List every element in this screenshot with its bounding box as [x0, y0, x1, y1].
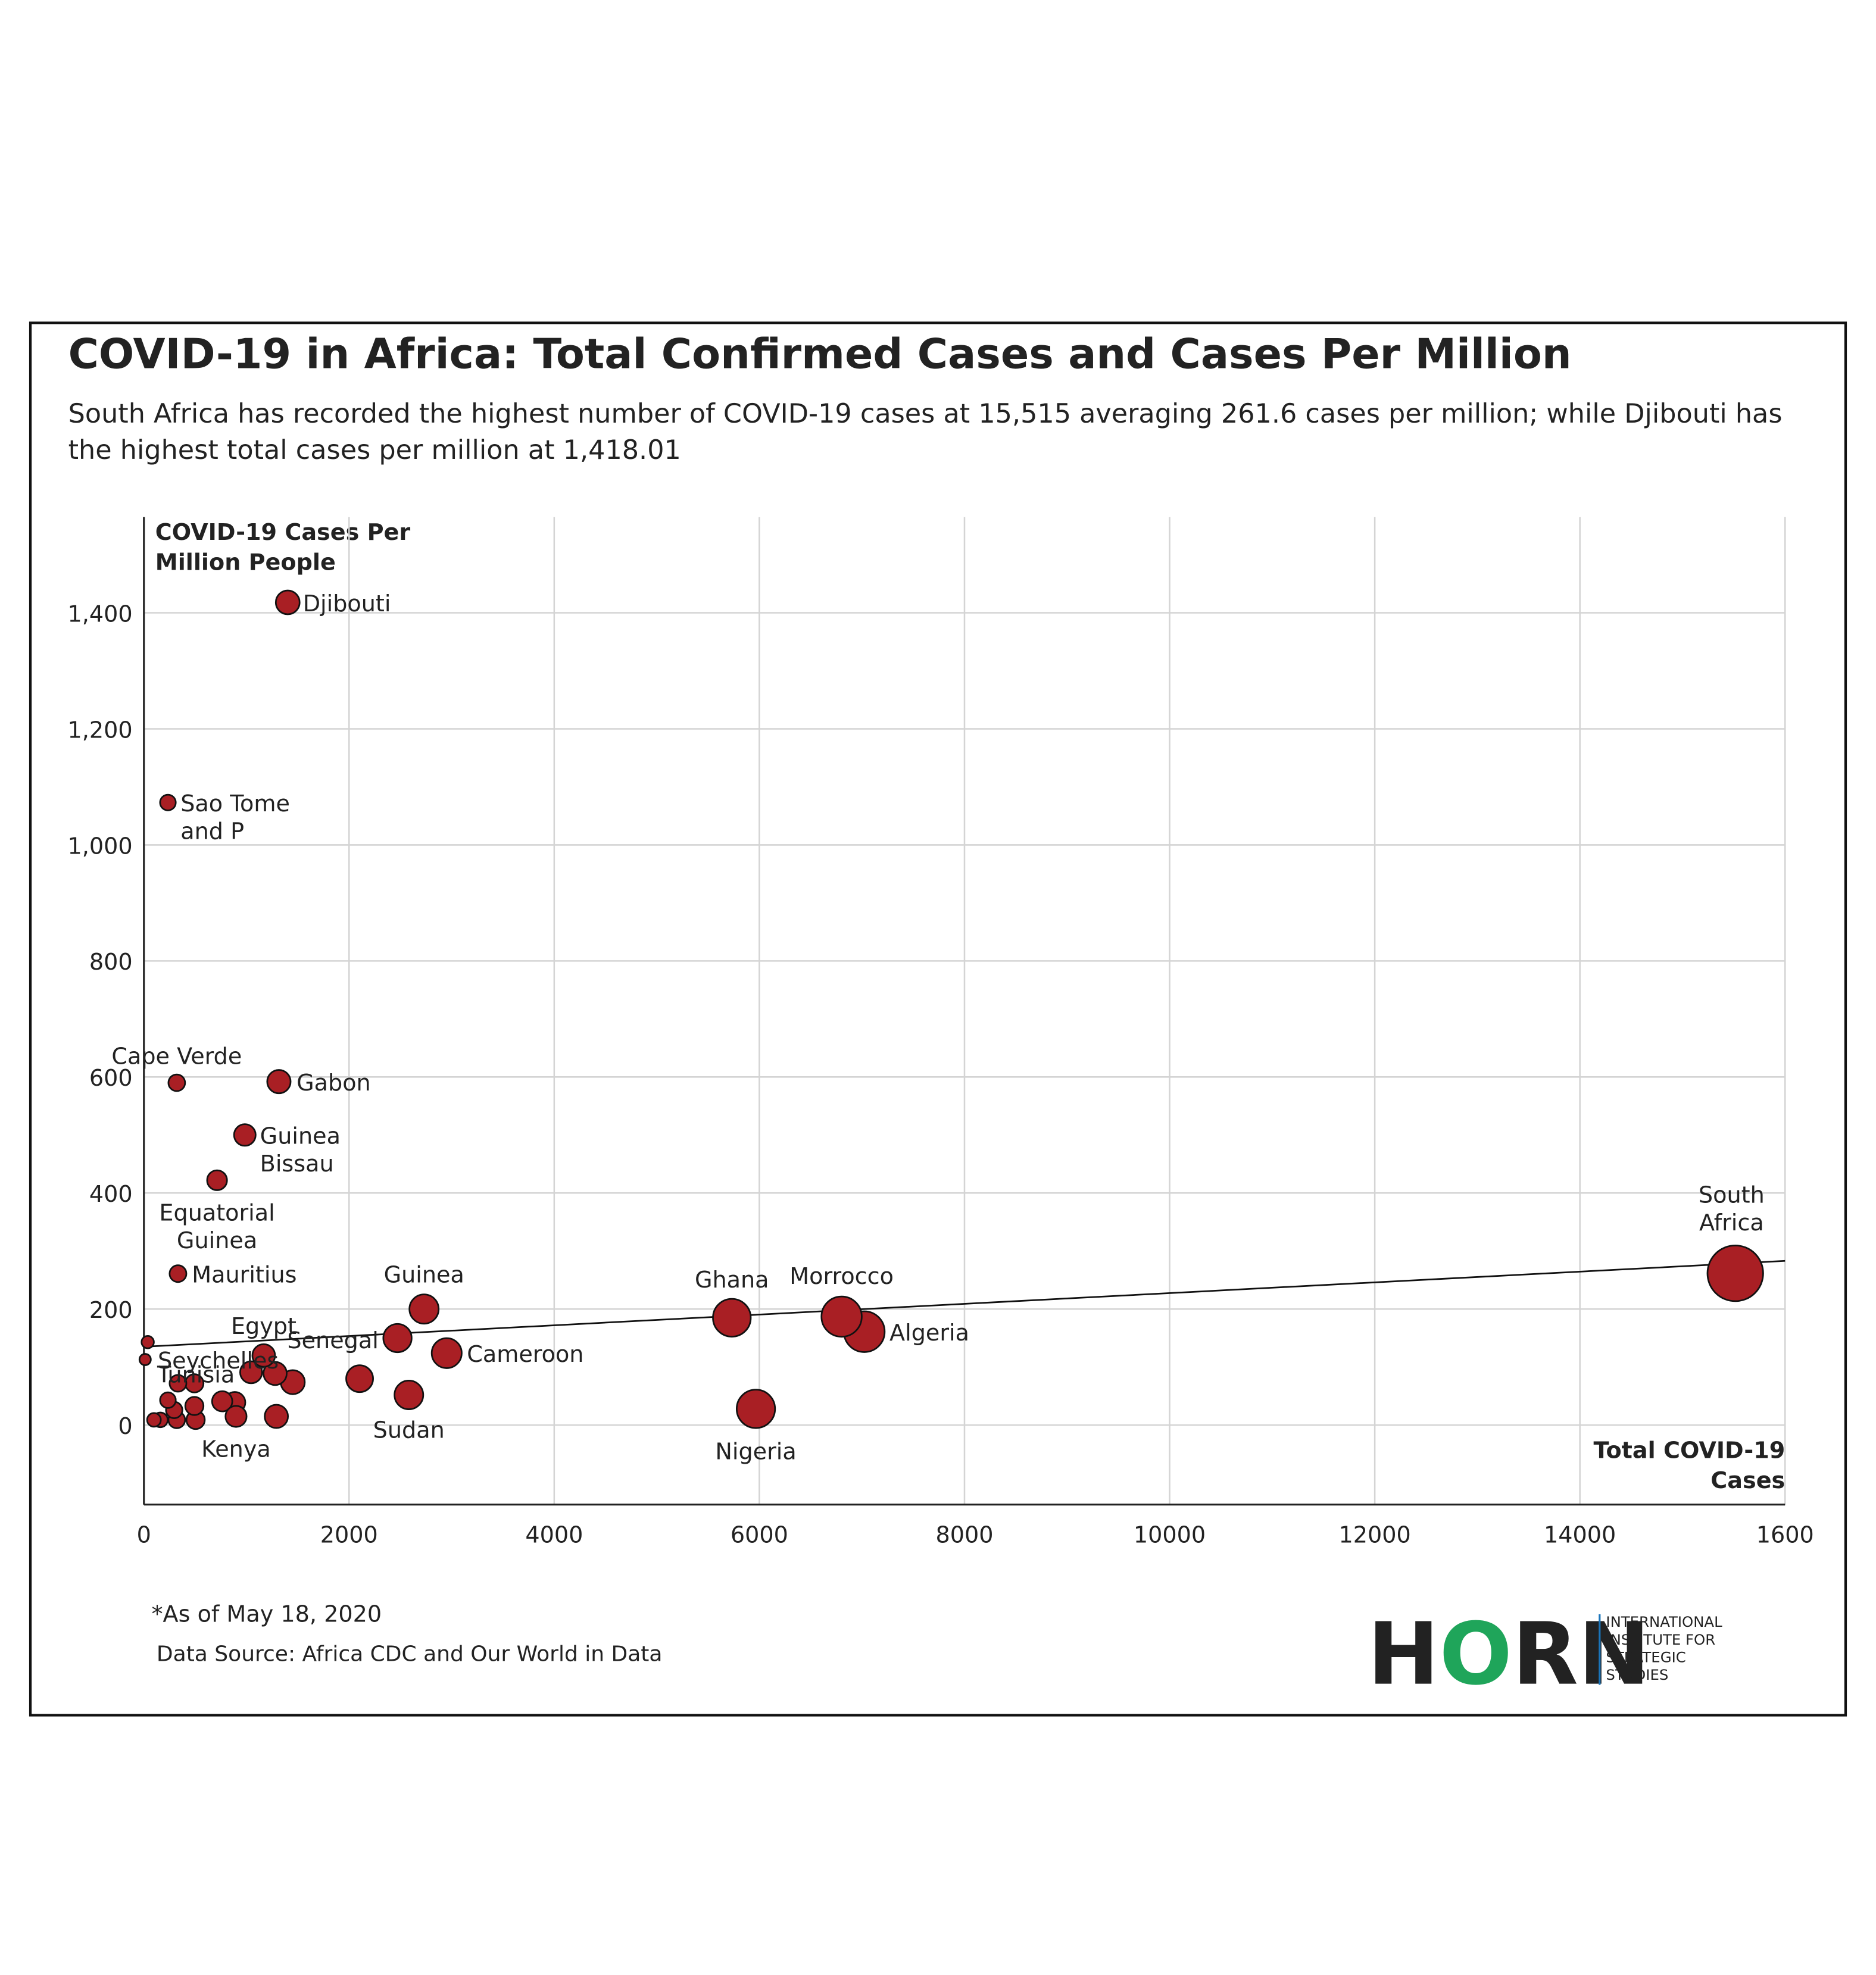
x-tick-label: 4000: [525, 1521, 583, 1548]
chart-title: COVID-19 in Africa: Total Confirmed Case…: [68, 330, 1572, 379]
y-tick-label: 800: [89, 949, 133, 975]
point-label: Sao Tome and P: [180, 790, 290, 845]
logo: HORN: [1368, 1604, 1650, 1704]
bubble: [141, 1335, 155, 1349]
point-label: Nigeria: [715, 1439, 796, 1465]
point-label: Algeria: [889, 1320, 969, 1346]
y-tick-label: 600: [89, 1065, 133, 1091]
bubble: [211, 1390, 233, 1412]
y-axis-title: COVID-19 Cases Per Million People: [155, 519, 411, 576]
point-label: Cape Verde: [111, 1043, 242, 1069]
bubble: [264, 1404, 289, 1429]
y-tick-label: 200: [89, 1297, 133, 1323]
bubble: [266, 1069, 292, 1095]
bubble: [712, 1298, 752, 1338]
bubble: [206, 1169, 228, 1191]
point-label: Kenya: [201, 1436, 271, 1462]
point-label: Senegal: [287, 1327, 378, 1354]
bubble: [1706, 1245, 1764, 1302]
x-tick-label: 0: [137, 1521, 151, 1548]
x-tick-label: 6000: [731, 1521, 788, 1548]
point-label: Seychelles: [158, 1348, 279, 1374]
source: Data Source: Africa CDC and Our World in…: [157, 1642, 663, 1666]
bubble: [159, 1391, 177, 1409]
bubble: [239, 1360, 263, 1385]
x-axis-title: Total COVID-19 Cases: [1594, 1437, 1786, 1493]
frame: [29, 321, 1847, 1717]
bubble: [159, 793, 177, 811]
logo-text: STRATEGIC: [1606, 1649, 1685, 1666]
point-label: Djibouti: [303, 590, 391, 617]
bubble: [184, 1396, 205, 1416]
x-tick-label: 1600: [1756, 1521, 1814, 1548]
x-tick-label: 2000: [320, 1521, 378, 1548]
logo-text: INSTITUTE FOR: [1606, 1631, 1715, 1648]
y-tick-label: 0: [118, 1413, 132, 1439]
bubble: [138, 1353, 152, 1366]
logo-text: INTERNATIONAL: [1606, 1613, 1722, 1630]
point-label: Morrocco: [789, 1263, 894, 1289]
bubble: [168, 1264, 188, 1283]
point-label: Tunisia: [157, 1361, 235, 1388]
logo-text: STUDIES: [1606, 1666, 1668, 1683]
point-label: Gabon: [296, 1070, 371, 1096]
x-tick-label: 8000: [935, 1521, 993, 1548]
point-label: Egypt: [231, 1313, 296, 1339]
bubble: [146, 1412, 162, 1428]
point-label: Mauritius: [192, 1262, 296, 1288]
footnote: *As of May 18, 2020: [151, 1601, 382, 1627]
point-label: Guinea Bissau: [260, 1123, 341, 1177]
y-tick-label: 400: [89, 1181, 133, 1207]
point-label: South Africa: [1699, 1182, 1765, 1236]
bubble: [168, 1374, 188, 1393]
point-label: Sudan: [373, 1417, 445, 1443]
y-tick-label: 1,000: [68, 833, 133, 859]
subtitle-box: South Africa has recorded the highest nu…: [68, 398, 1783, 465]
bubble: [274, 589, 301, 615]
bubble: [167, 1073, 186, 1092]
bubble: [233, 1123, 257, 1147]
point-label: Ghana: [695, 1267, 769, 1293]
bubble: [382, 1323, 413, 1354]
bubble: [263, 1361, 288, 1386]
bubble: [394, 1380, 424, 1410]
bubble: [224, 1405, 248, 1428]
point-label: Equatorial Guinea: [159, 1200, 274, 1254]
point-label: Cameroon: [467, 1341, 583, 1367]
bubble: [735, 1389, 776, 1429]
bubble: [251, 1343, 276, 1368]
chart-subtitle: South Africa has recorded the highest nu…: [68, 398, 1783, 465]
bubble: [408, 1293, 440, 1325]
x-tick-label: 12000: [1338, 1521, 1410, 1548]
point-label: Guinea: [384, 1262, 464, 1288]
bubble: [345, 1364, 374, 1393]
x-tick-label: 14000: [1544, 1521, 1616, 1548]
x-tick-label: 10000: [1134, 1521, 1206, 1548]
bubble: [820, 1295, 863, 1338]
trend-line: [143, 1260, 1786, 1348]
y-tick-label: 1,200: [68, 717, 133, 743]
y-tick-label: 1,400: [68, 601, 133, 627]
bubble: [430, 1337, 463, 1369]
